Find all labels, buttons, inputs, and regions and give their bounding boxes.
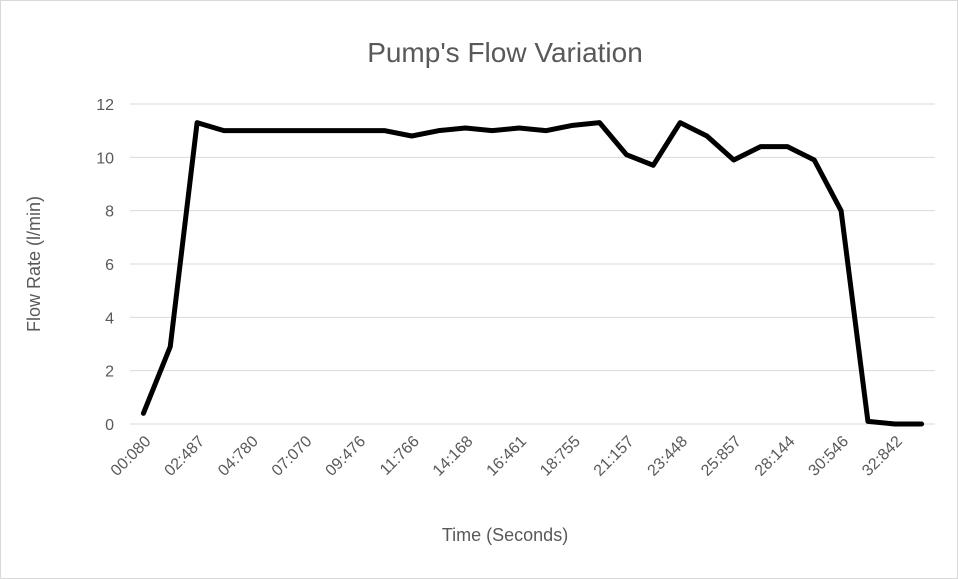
- y-axis-title: Flow Rate (l/min): [24, 196, 44, 332]
- y-tick-label: 4: [105, 310, 114, 327]
- x-axis-title: Time (Seconds): [442, 525, 568, 545]
- line-series: [140, 120, 925, 427]
- y-tick-label: 6: [105, 257, 114, 274]
- y-tick-label: 2: [105, 364, 114, 381]
- y-tick-label: 0: [105, 417, 114, 434]
- y-tick-label: 8: [105, 204, 114, 221]
- chart-title: Pump's Flow Variation: [367, 37, 643, 68]
- y-tick-label: 10: [96, 150, 114, 167]
- y-tick-label: 12: [96, 97, 114, 114]
